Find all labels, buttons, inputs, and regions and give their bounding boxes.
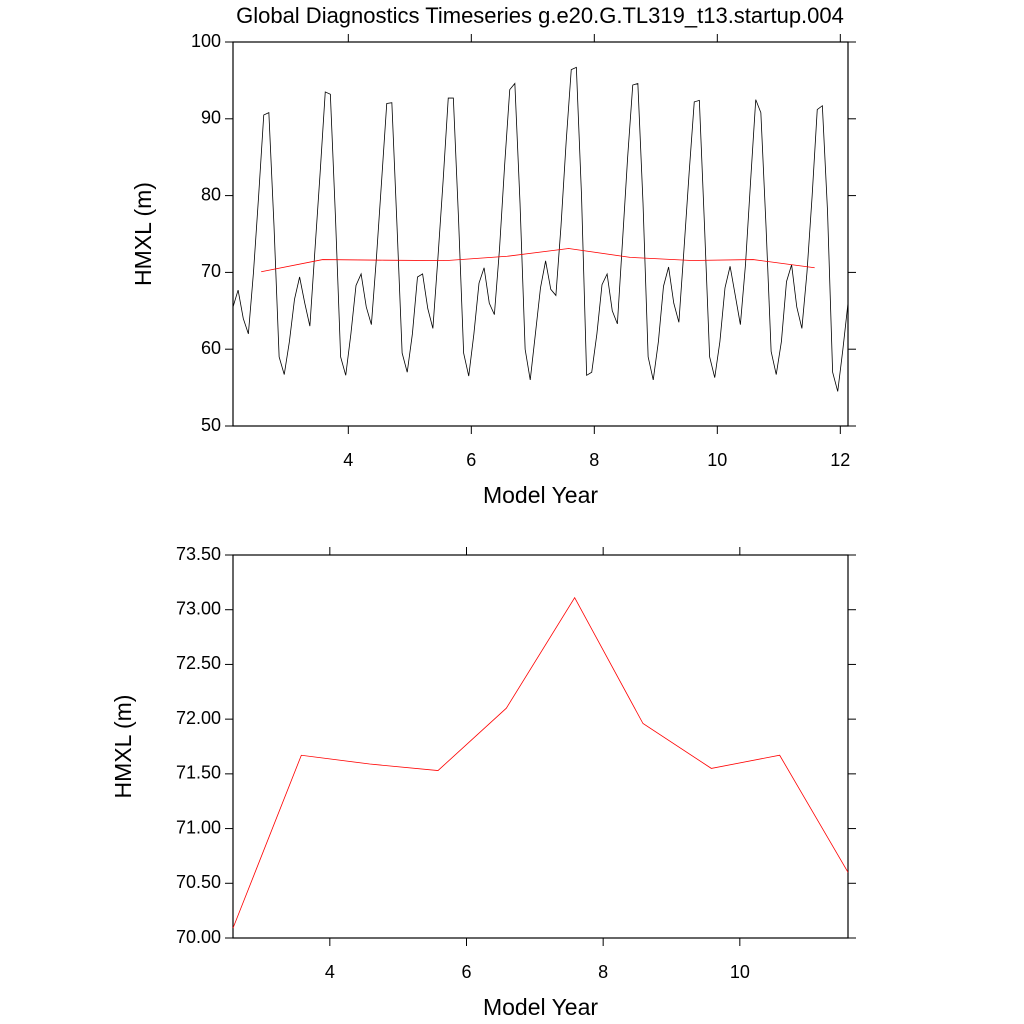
y-tick-label: 70.50 <box>176 872 221 892</box>
plot-frame <box>232 554 849 939</box>
y-tick-label: 100 <box>191 31 221 51</box>
data-line <box>232 596 849 929</box>
plot-frame <box>232 41 849 427</box>
y-tick-label: 50 <box>201 415 221 435</box>
y-tick-label: 72.00 <box>176 708 221 728</box>
chart-title: Global Diagnostics Timeseries g.e20.G.TL… <box>236 3 844 28</box>
x-tick-label: 8 <box>598 962 608 982</box>
y-axis-label: HMXL (m) <box>110 695 136 799</box>
data-line <box>232 66 849 392</box>
x-tick-label: 6 <box>466 450 476 470</box>
y-tick-label: 73.00 <box>176 598 221 618</box>
x-axis-label: Model Year <box>483 482 598 508</box>
y-tick-label: 72.50 <box>176 653 221 673</box>
y-tick-label: 71.00 <box>176 817 221 837</box>
y-tick-label: 70.00 <box>176 927 221 947</box>
y-tick-label: 73.50 <box>176 544 221 564</box>
y-tick-label: 80 <box>201 184 221 204</box>
x-tick-label: 8 <box>589 450 599 470</box>
y-tick-label: 71.50 <box>176 763 221 783</box>
x-tick-label: 10 <box>730 962 750 982</box>
y-axis-label: HMXL (m) <box>130 182 156 286</box>
x-tick-label: 6 <box>461 962 471 982</box>
x-tick-label: 10 <box>707 450 727 470</box>
y-tick-label: 90 <box>201 108 221 128</box>
x-axis-label: Model Year <box>483 994 598 1020</box>
y-tick-label: 70 <box>201 261 221 281</box>
x-tick-label: 12 <box>830 450 850 470</box>
y-tick-label: 60 <box>201 338 221 358</box>
x-tick-label: 4 <box>325 962 335 982</box>
x-tick-label: 4 <box>343 450 353 470</box>
data-line <box>261 248 815 273</box>
